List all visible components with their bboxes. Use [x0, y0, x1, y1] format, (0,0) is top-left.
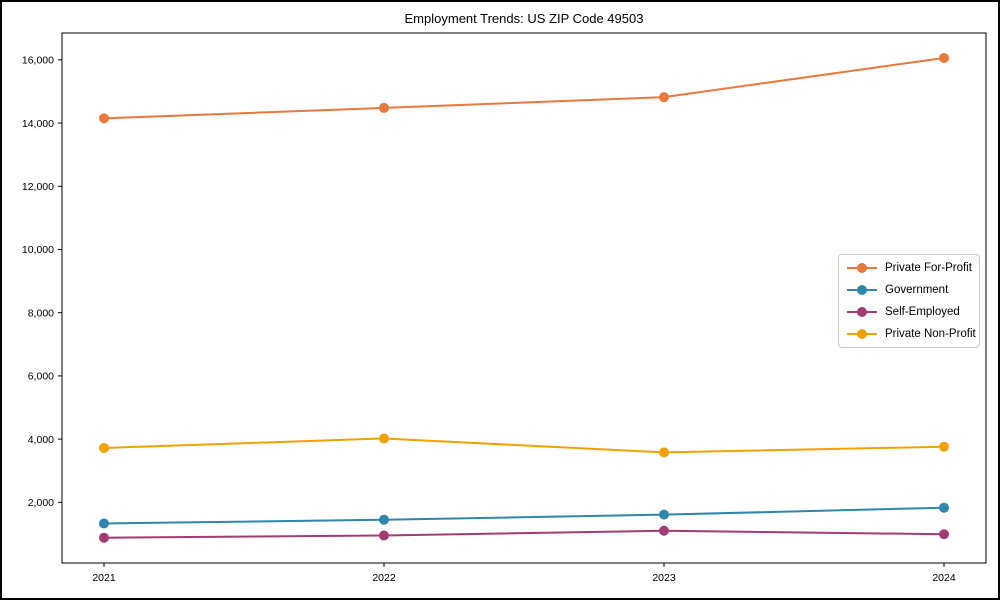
y-tick-label: 2,000	[28, 497, 54, 509]
legend-entry-government: Government	[847, 283, 971, 297]
x-tick-label: 2021	[92, 572, 116, 584]
legend-label: Self-Employed	[885, 306, 960, 318]
series-marker-self-employed	[379, 530, 389, 541]
series-marker-private-non-profit	[939, 441, 949, 452]
legend-label: Private For-Profit	[885, 262, 972, 274]
series-marker-private-for-profit	[939, 52, 949, 63]
series-line-government	[103, 506, 945, 525]
series-marker-private-non-profit	[99, 442, 109, 453]
legend-line-sample	[847, 307, 877, 317]
x-tick-label: 2024	[932, 572, 956, 584]
series-marker-private-for-profit	[379, 102, 389, 113]
x-tick-label: 2023	[652, 572, 676, 584]
y-tick-label: 16,000	[22, 55, 54, 67]
legend-marker-icon	[857, 263, 867, 273]
legend-entry-private-non-profit: Private Non-Profit	[847, 327, 976, 341]
series-line-private-non-profit	[103, 437, 945, 454]
series-marker-self-employed	[939, 529, 949, 540]
series-line-self-employed	[103, 529, 945, 539]
legend-entry-private-for-profit: Private For-Profit	[847, 261, 972, 275]
series-marker-government	[379, 514, 389, 525]
legend: Private For-Profit Government Self-Employe…	[838, 254, 980, 348]
legend-line-sample	[847, 285, 877, 295]
series-marker-private-non-profit	[379, 433, 389, 444]
legend-label: Private Non-Profit	[885, 328, 976, 340]
series-marker-self-employed	[659, 525, 669, 536]
series-marker-government	[939, 502, 949, 513]
series-marker-self-employed	[99, 532, 109, 543]
legend-line-sample	[847, 263, 877, 273]
y-tick-label: 8,000	[28, 307, 54, 319]
series-marker-private-for-profit	[659, 92, 669, 103]
y-tick-label: 10,000	[22, 244, 54, 256]
y-tick-label: 6,000	[28, 371, 54, 383]
chart-title: Employment Trends: US ZIP Code 49503	[404, 11, 644, 26]
plot-border	[61, 32, 987, 564]
series-marker-government	[659, 509, 669, 520]
legend-label: Government	[885, 284, 949, 296]
x-tick-label: 2022	[372, 572, 396, 584]
legend-marker-icon	[857, 307, 867, 317]
y-tick-label: 4,000	[28, 434, 54, 446]
series-line-private-for-profit	[103, 56, 945, 120]
legend-marker-icon	[857, 285, 867, 295]
series-marker-private-for-profit	[99, 113, 109, 124]
legend-entry-self-employed: Self-Employed	[847, 305, 971, 319]
legend-line-sample	[847, 329, 877, 339]
y-tick-label: 14,000	[22, 118, 54, 130]
y-tick-label: 12,000	[22, 181, 54, 193]
series-marker-government	[99, 518, 109, 529]
series-marker-private-non-profit	[659, 447, 669, 458]
legend-marker-icon	[857, 329, 867, 339]
